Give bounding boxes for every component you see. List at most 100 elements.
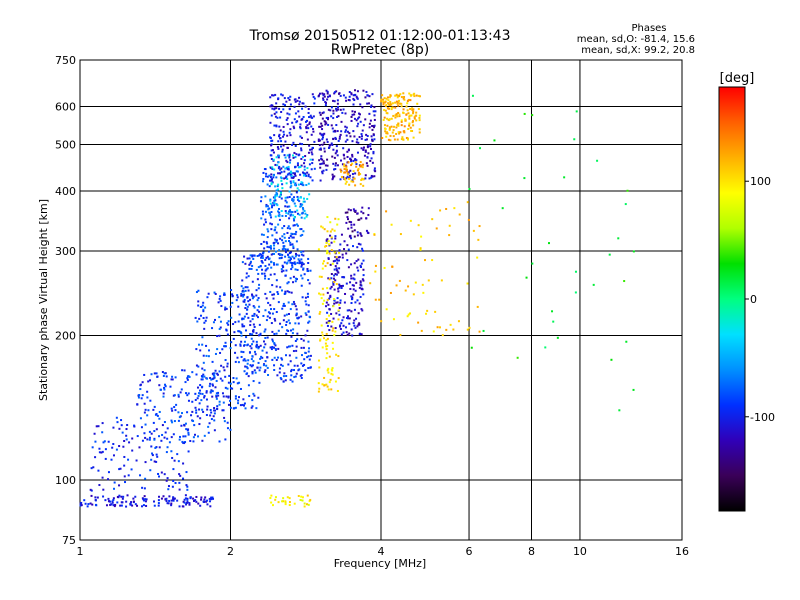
echo-point — [333, 334, 336, 337]
echo-point — [260, 243, 263, 246]
echo-point — [195, 495, 198, 498]
echo-point — [352, 277, 355, 280]
echo-point — [438, 326, 441, 329]
cluster — [269, 93, 316, 182]
echo-point — [330, 249, 333, 252]
echo-point — [335, 258, 338, 261]
echo-point — [417, 94, 420, 97]
echo-point — [282, 304, 285, 307]
echo-point — [300, 374, 303, 377]
echo-point — [294, 174, 297, 177]
echo-point — [309, 114, 312, 117]
echo-point — [247, 375, 250, 378]
echo-point — [303, 162, 306, 165]
echo-point — [280, 256, 283, 259]
echo-point — [378, 298, 381, 301]
echo-point — [317, 139, 320, 142]
echo-point — [340, 286, 343, 289]
echo-point — [354, 301, 357, 304]
echo-point — [367, 102, 370, 105]
echo-point — [373, 167, 376, 170]
echo-point — [273, 342, 276, 345]
echo-point — [547, 242, 550, 245]
echo-point — [264, 343, 267, 346]
echo-point — [381, 136, 384, 139]
echo-point — [307, 367, 310, 370]
echo-point — [383, 109, 386, 112]
echo-point — [289, 209, 292, 212]
echo-point — [390, 223, 393, 226]
echo-point — [270, 308, 273, 311]
echo-point — [299, 205, 302, 208]
echo-point — [304, 312, 307, 315]
echo-point — [251, 372, 254, 375]
echo-point — [327, 321, 330, 324]
echo-point — [374, 298, 377, 301]
echo-point — [132, 497, 135, 500]
echo-point — [236, 356, 239, 359]
echo-point — [266, 336, 269, 339]
echo-point — [293, 502, 296, 505]
echo-point — [341, 276, 344, 279]
echo-point — [167, 488, 170, 491]
echo-point — [286, 168, 289, 171]
echo-point — [299, 173, 302, 176]
echo-point — [355, 317, 358, 320]
echo-point — [155, 413, 158, 416]
echo-point — [301, 171, 304, 174]
echo-point — [286, 161, 289, 164]
echo-point — [309, 148, 312, 151]
echo-point — [325, 332, 328, 335]
echo-point — [251, 294, 254, 297]
echo-point — [212, 377, 215, 380]
echo-point — [138, 446, 141, 449]
echo-point — [277, 501, 280, 504]
echo-point — [281, 187, 284, 190]
echo-point — [238, 313, 241, 316]
echo-point — [420, 329, 423, 332]
echo-point — [544, 346, 547, 349]
echo-point — [295, 170, 298, 173]
echo-point — [409, 107, 412, 110]
echo-point — [265, 205, 268, 208]
echo-point — [283, 314, 286, 317]
echo-point — [516, 356, 519, 359]
echo-point — [116, 495, 119, 498]
echo-point — [382, 118, 385, 121]
echo-point — [324, 123, 327, 126]
echo-point — [306, 292, 309, 295]
echo-point — [143, 499, 146, 502]
echo-point — [280, 171, 283, 174]
echo-point — [266, 255, 269, 258]
echo-point — [218, 297, 221, 300]
echo-point — [392, 129, 395, 132]
echo-point — [353, 117, 356, 120]
echo-point — [287, 301, 290, 304]
echo-point — [261, 180, 264, 183]
echo-point — [277, 253, 280, 256]
echo-point — [574, 270, 577, 273]
echo-point — [251, 255, 254, 258]
echo-point — [207, 355, 210, 358]
echo-point — [422, 291, 425, 294]
echo-point — [291, 303, 294, 306]
echo-point — [197, 502, 200, 505]
echo-point — [201, 343, 204, 346]
echo-point — [341, 163, 344, 166]
echo-point — [278, 371, 281, 374]
echo-point — [162, 392, 165, 395]
echo-point — [359, 264, 362, 267]
echo-point — [91, 503, 94, 506]
echo-point — [251, 371, 254, 374]
echo-point — [240, 350, 243, 353]
echo-point — [334, 273, 337, 276]
echo-point — [275, 250, 278, 253]
echo-point — [289, 241, 292, 244]
echo-point — [418, 128, 421, 131]
echo-point — [286, 329, 289, 332]
echo-point — [340, 130, 343, 133]
echo-point — [278, 172, 281, 175]
echo-point — [174, 482, 177, 485]
echo-point — [273, 107, 276, 110]
echo-point — [291, 143, 294, 146]
